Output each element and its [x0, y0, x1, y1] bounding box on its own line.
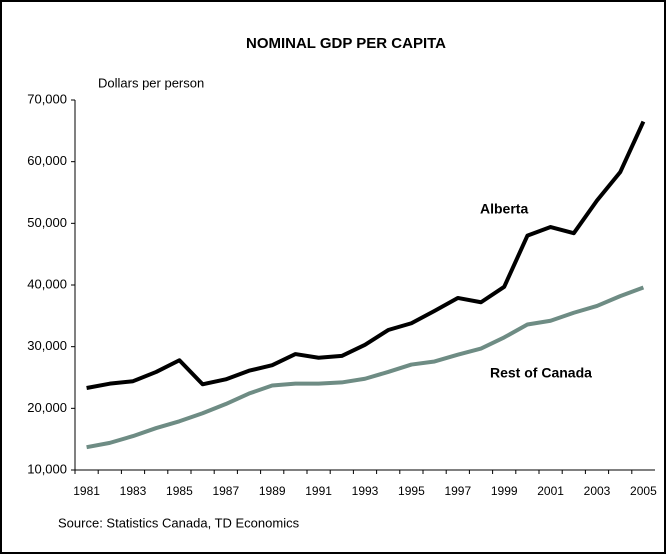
y-tick-label: 10,000 — [27, 461, 67, 476]
y-tick-label: 50,000 — [27, 215, 67, 230]
series-label: Rest of Canada — [490, 365, 592, 381]
chart-title: NOMINAL GDP PER CAPITA — [246, 35, 446, 52]
x-tick-label: 1995 — [398, 484, 425, 498]
series-line — [86, 285, 645, 450]
y-tick-label: 30,000 — [27, 338, 67, 353]
x-tick-label: 1981 — [73, 484, 100, 498]
series-label: Alberta — [480, 201, 528, 217]
x-tick-label: 1985 — [166, 484, 193, 498]
y-axis-label: Dollars per person — [98, 75, 204, 90]
x-tick-label: 1987 — [212, 484, 239, 498]
series-line — [86, 120, 646, 390]
y-tick-label: 40,000 — [27, 276, 67, 291]
x-tick-label: 1999 — [491, 484, 518, 498]
source: Source: Statistics Canada, TD Economics — [58, 515, 300, 530]
y-tick-label: 20,000 — [27, 400, 67, 415]
x-tick-label: 2005 — [630, 484, 657, 498]
x-tick-label: 1983 — [120, 484, 147, 498]
x-tick-label: 1989 — [259, 484, 286, 498]
x-tick-label: 2003 — [584, 484, 611, 498]
x-tick-label: 1993 — [352, 484, 379, 498]
x-tick-label: 1997 — [444, 484, 471, 498]
y-tick-label: 70,000 — [27, 91, 67, 106]
x-tick-label: 2001 — [537, 484, 564, 498]
y-tick-label: 60,000 — [27, 153, 67, 168]
x-tick-label: 1991 — [305, 484, 332, 498]
